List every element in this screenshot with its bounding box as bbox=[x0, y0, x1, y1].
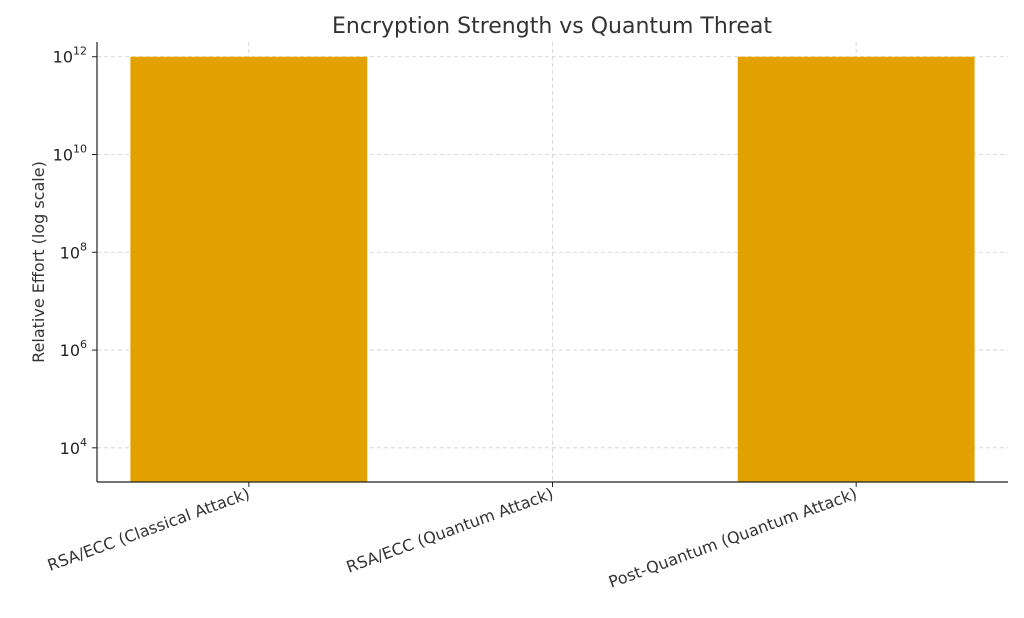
y-tick-exponent: 6 bbox=[80, 338, 87, 351]
y-tick-base: 10 bbox=[60, 439, 80, 458]
y-tick-label: 106 bbox=[60, 338, 87, 360]
chart-title: Encryption Strength vs Quantum Threat bbox=[332, 14, 772, 39]
y-tick-label: 1012 bbox=[53, 45, 87, 67]
x-ticks: RSA/ECC (Classical Attack) RSA/ECC (Quant… bbox=[45, 482, 860, 592]
y-tick-base: 10 bbox=[60, 341, 80, 360]
category-label: Post-Quantum (Quantum Attack) bbox=[606, 484, 860, 592]
bars-layer bbox=[130, 56, 975, 483]
y-tick-label: 104 bbox=[60, 436, 87, 458]
y-tick-exponent: 4 bbox=[80, 436, 87, 449]
y-tick-base: 10 bbox=[60, 243, 80, 262]
y-tick-base: 10 bbox=[53, 145, 73, 164]
y-tick-exponent: 10 bbox=[73, 142, 87, 155]
y-tick-label: 1010 bbox=[53, 142, 87, 164]
y-axis-label: Relative Effort (log scale) bbox=[29, 161, 48, 363]
category-label: RSA/ECC (Classical Attack) bbox=[45, 484, 252, 575]
bar bbox=[130, 56, 368, 483]
y-tick-exponent: 12 bbox=[73, 45, 87, 58]
category-label: RSA/ECC (Quantum Attack) bbox=[344, 484, 556, 577]
bar bbox=[737, 56, 975, 483]
y-tick-base: 10 bbox=[53, 48, 73, 67]
y-tick-label: 108 bbox=[60, 240, 87, 262]
y-tick-exponent: 8 bbox=[80, 240, 87, 253]
